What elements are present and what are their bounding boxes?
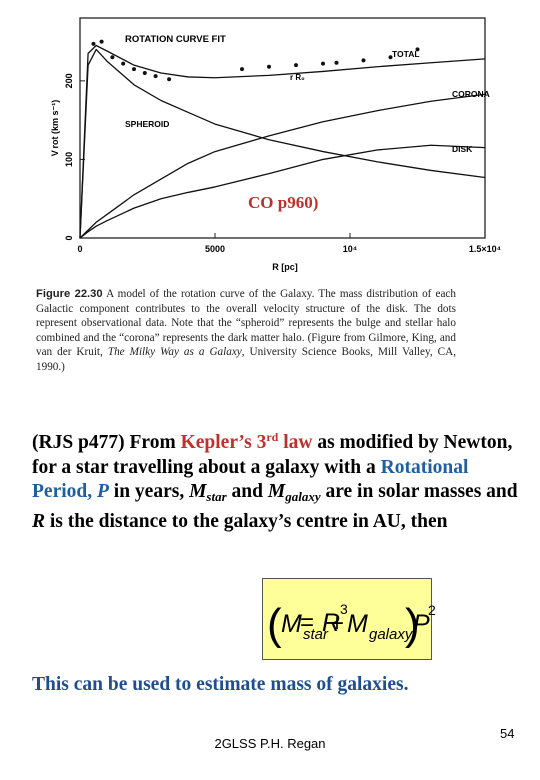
text: as modified by Newton, for a star travel… <box>32 432 513 478</box>
caption-book: The Milky Way as a Galaxy <box>107 346 242 359</box>
data-point <box>294 63 298 68</box>
y-axis-label: V rot (km s⁻¹) <box>50 100 60 157</box>
highlight: law <box>278 432 313 453</box>
page-number: 54 <box>500 726 515 741</box>
paren: ( <box>267 600 282 649</box>
highlight: Kepler’s 3 <box>180 432 267 453</box>
annotation: r R₀ <box>290 73 305 82</box>
curve <box>79 144 486 239</box>
highlight: Rotational Period, <box>32 456 469 503</box>
curve-label: CORONA <box>452 89 490 99</box>
y-tick-label: 100 <box>64 152 74 167</box>
data-point <box>167 77 172 82</box>
x-tick-label: 0 <box>77 244 82 254</box>
text: in years, <box>108 481 190 502</box>
data-point <box>321 61 325 66</box>
superscript: 3 <box>340 601 348 617</box>
curve <box>79 93 486 239</box>
text: is the distance to the galaxy’s centre i… <box>45 510 448 532</box>
overlay-text: CO p960) <box>248 193 319 212</box>
symbol: P <box>96 481 109 502</box>
paren: ) <box>405 600 420 649</box>
symbol: R <box>32 510 46 532</box>
body-text: (RJS p477) From Kepler’s 3rd law as modi… <box>32 425 522 534</box>
curve <box>79 44 486 239</box>
data-point <box>99 39 104 44</box>
x-tick-label: 1.5×10⁴ <box>469 244 501 254</box>
symbol: M <box>267 481 286 502</box>
symbol: M <box>347 610 368 638</box>
chart: ROTATION CURVE FIT r R₀ R [pc] V rot (km… <box>50 17 501 272</box>
symbol: M <box>189 481 207 502</box>
text: and <box>226 481 268 502</box>
data-point <box>267 64 271 69</box>
formula-rhs: = R 3 <box>300 601 348 637</box>
caption-text: , University Science Books, Mill Valley,… <box>36 346 456 373</box>
caption-label: Figure 22.30 <box>36 288 103 300</box>
footer: 2GLSS P.H. Regan <box>214 736 326 751</box>
subscript: galaxy <box>369 626 414 643</box>
data-point <box>334 60 339 65</box>
data-point <box>121 61 126 66</box>
data-point <box>142 71 147 75</box>
operator: + <box>330 610 344 637</box>
data-point <box>91 41 96 46</box>
operator: = <box>300 609 314 636</box>
data-point <box>240 67 244 72</box>
curve-label: DISK <box>452 144 473 154</box>
plot-frame <box>79 17 486 239</box>
curve-label: TOTAL <box>392 49 420 59</box>
symbol: P <box>413 610 430 638</box>
data-point <box>132 67 136 72</box>
data-point <box>361 58 366 63</box>
data-point <box>153 74 158 79</box>
curve <box>79 48 486 239</box>
subscript: galaxy <box>285 489 321 504</box>
chart-title: ROTATION CURVE FIT <box>125 34 226 45</box>
text: are in solar masses and <box>320 481 518 502</box>
text: (RJS p477) From <box>32 432 181 453</box>
y-tick-label: 200 <box>64 73 74 88</box>
caption-text: A model of the rotation curve of the Gal… <box>36 288 456 359</box>
x-tick-label: 5000 <box>205 244 225 254</box>
y-tick-label: 0 <box>64 235 74 240</box>
conclusion: This can be used to estimate mass of gal… <box>32 674 409 695</box>
formula-box: ( M star + M galaxy ) P 2 <box>262 578 436 660</box>
x-axis-label: R [pc] <box>272 262 298 272</box>
data-point <box>110 55 115 60</box>
figure-caption: Figure 22.30 A model of the rotation cur… <box>36 287 456 375</box>
curve-label: SPHEROID <box>125 119 169 129</box>
symbol: R <box>322 609 340 637</box>
subscript: star <box>303 626 329 643</box>
subscript: star <box>206 489 227 504</box>
data-point <box>388 55 393 60</box>
superscript: 2 <box>428 602 436 618</box>
data-point <box>415 47 420 52</box>
x-tick-label: 10⁴ <box>343 244 357 254</box>
superscript: rd <box>266 430 279 444</box>
symbol: M <box>281 610 302 638</box>
